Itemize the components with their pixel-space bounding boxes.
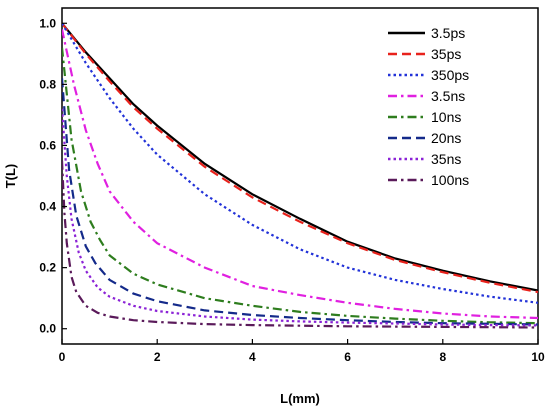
legend-label: 10ns — [431, 109, 461, 125]
x-tick-label: 4 — [249, 350, 256, 364]
x-tick-label: 8 — [439, 350, 446, 364]
legend: 3.5ps 35ps 350ps 3.5ns 10ns 20ns 35ns 100ns — [388, 25, 469, 188]
legend-label: 350ps — [431, 67, 469, 83]
y-tick-label: 0.8 — [39, 77, 56, 91]
series-line-3.5ps — [62, 22, 538, 292]
series-line-3.5ns — [62, 29, 538, 320]
series-line-35ps — [62, 22, 538, 294]
legend-label: 3.5ps — [431, 25, 465, 41]
x-axis-label: L(mm) — [280, 391, 320, 406]
legend-label: 35ns — [431, 151, 461, 167]
series-line-20ns — [62, 78, 538, 326]
series-layer — [62, 22, 538, 329]
x-tick-label: 10 — [531, 350, 545, 364]
legend-label: 100ns — [431, 172, 469, 188]
series-line-100ns — [62, 160, 538, 329]
series-line-35ns — [62, 108, 538, 327]
y-tick-label: 0.6 — [39, 138, 56, 152]
series-line-10ns — [62, 47, 538, 325]
legend-label: 35ps — [431, 46, 461, 62]
y-tick-label: 1.0 — [39, 16, 56, 30]
y-tick-label: 0.2 — [39, 261, 56, 275]
ticks-layer: 0 2 4 6 8 10 0.0 0.2 0.4 0.6 0.8 1.0 — [39, 16, 545, 364]
legend-label: 20ns — [431, 130, 461, 146]
x-tick-label: 6 — [344, 350, 351, 364]
y-tick-label: 0.0 — [39, 322, 56, 336]
y-axis-label: T(L) — [3, 164, 18, 189]
x-tick-label: 0 — [59, 350, 66, 364]
series-line-350ps — [62, 22, 538, 304]
x-tick-label: 2 — [154, 350, 161, 364]
y-tick-label: 0.4 — [39, 200, 56, 214]
legend-label: 3.5ns — [431, 88, 465, 104]
